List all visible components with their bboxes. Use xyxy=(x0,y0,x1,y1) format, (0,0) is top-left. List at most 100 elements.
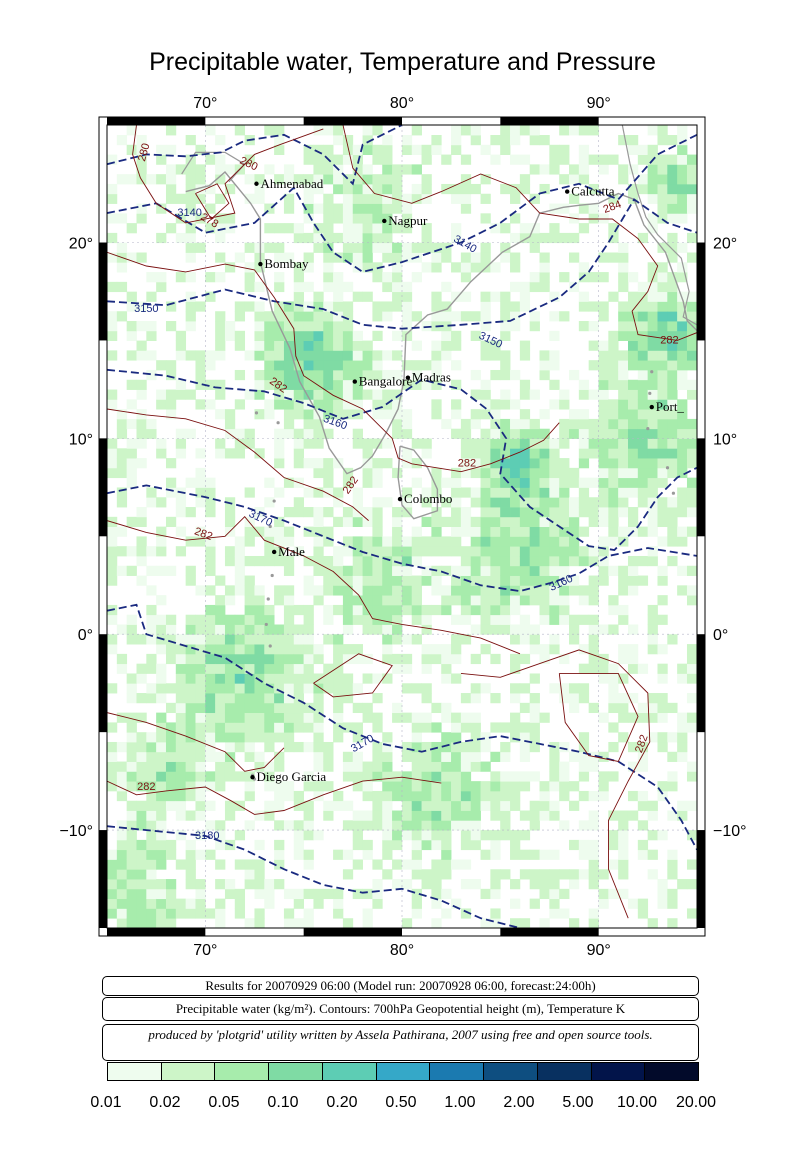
pw-cell xyxy=(185,135,196,146)
pw-cell xyxy=(569,536,580,547)
pw-cell xyxy=(470,693,481,704)
pw-cell xyxy=(234,771,246,782)
pw-cell xyxy=(510,604,521,616)
color-scale-label: 0.50 xyxy=(385,1094,417,1111)
pw-cell xyxy=(470,761,481,772)
pw-cell xyxy=(500,820,511,831)
pw-cell xyxy=(451,859,462,870)
pw-cell xyxy=(510,507,521,518)
pw-cell xyxy=(608,771,619,782)
pw-cell xyxy=(588,624,599,635)
pw-cell xyxy=(333,693,344,704)
pw-cell xyxy=(372,369,383,381)
pw-cell xyxy=(185,477,196,488)
pw-cell xyxy=(480,399,491,410)
pw-cell xyxy=(362,546,373,557)
pw-cell xyxy=(598,458,609,469)
pw-cell xyxy=(382,614,393,625)
pw-cell xyxy=(323,810,334,821)
pw-cell xyxy=(677,879,688,890)
pw-cell xyxy=(254,918,265,928)
pw-cell xyxy=(274,879,285,890)
pw-cell xyxy=(342,399,354,410)
pw-cell xyxy=(510,565,521,576)
pw-cell xyxy=(588,448,599,459)
pw-cell xyxy=(205,477,216,488)
pw-cell xyxy=(323,232,334,244)
pw-cell xyxy=(529,800,540,811)
city-label: Nagpur xyxy=(388,213,428,228)
pw-cell xyxy=(519,516,531,528)
pw-cell xyxy=(598,869,609,880)
pw-cell xyxy=(411,722,422,733)
pw-cell xyxy=(293,438,304,449)
pw-cell xyxy=(588,879,599,890)
pw-cell xyxy=(116,790,128,802)
pw-cell xyxy=(578,428,590,439)
pw-cell xyxy=(637,448,649,459)
pw-cell xyxy=(490,497,501,508)
pw-cell xyxy=(637,428,649,439)
pw-cell xyxy=(382,624,393,635)
pw-cell xyxy=(215,232,226,244)
pw-cell xyxy=(382,301,393,312)
pw-cell xyxy=(431,585,442,596)
pw-cell xyxy=(627,399,639,410)
pw-cell xyxy=(686,458,697,469)
pw-cell xyxy=(264,546,275,557)
pw-cell xyxy=(460,790,472,802)
pw-cell xyxy=(647,272,658,283)
pw-cell xyxy=(205,741,216,753)
pw-cell xyxy=(382,555,393,567)
pw-cell xyxy=(274,555,285,567)
pw-cell xyxy=(401,321,413,332)
pw-cell xyxy=(283,418,295,430)
pw-cell xyxy=(372,722,383,733)
pw-cell xyxy=(323,751,334,762)
pw-cell xyxy=(677,712,688,723)
color-scale-swatch xyxy=(215,1063,270,1080)
pw-cell xyxy=(283,477,295,488)
pw-cell xyxy=(460,761,472,772)
pw-cell xyxy=(175,732,187,743)
pw-cell xyxy=(313,702,324,714)
pw-cell xyxy=(500,330,511,341)
temperature-contour-label: 282 xyxy=(193,525,214,543)
pw-cell xyxy=(107,751,118,762)
pw-cell xyxy=(283,565,295,576)
pw-cell xyxy=(460,781,472,792)
pw-cell xyxy=(627,741,639,753)
pw-cell xyxy=(618,409,629,420)
pw-cell xyxy=(175,898,187,909)
map-frame xyxy=(98,116,706,937)
pw-cell xyxy=(608,467,619,479)
pw-cell xyxy=(441,771,452,782)
pw-cell xyxy=(598,438,609,449)
pw-cell xyxy=(254,644,265,655)
pw-cell xyxy=(195,879,206,890)
pw-cell xyxy=(293,291,304,302)
pw-cell xyxy=(116,663,128,674)
pw-cell xyxy=(362,340,373,351)
pw-cell xyxy=(313,644,324,655)
pw-cell xyxy=(510,830,521,841)
pw-cell xyxy=(234,311,246,322)
pw-cell xyxy=(559,428,570,439)
pw-cell xyxy=(136,536,147,547)
pw-cell xyxy=(510,595,521,606)
pw-cell xyxy=(303,673,314,684)
pw-cell xyxy=(686,311,697,322)
pw-cell xyxy=(254,604,265,616)
pw-cell xyxy=(264,624,275,635)
pw-cell xyxy=(401,585,413,596)
pw-cell xyxy=(667,311,678,322)
lat-tick-label-left: 0° xyxy=(78,627,93,644)
pw-cell xyxy=(362,232,373,244)
pw-cell xyxy=(470,262,481,273)
pw-cell xyxy=(352,536,363,547)
pw-cell xyxy=(598,467,609,479)
pw-cell xyxy=(539,781,550,792)
pw-cell xyxy=(107,634,118,645)
pw-cell xyxy=(451,379,462,390)
pw-cell xyxy=(470,497,481,508)
